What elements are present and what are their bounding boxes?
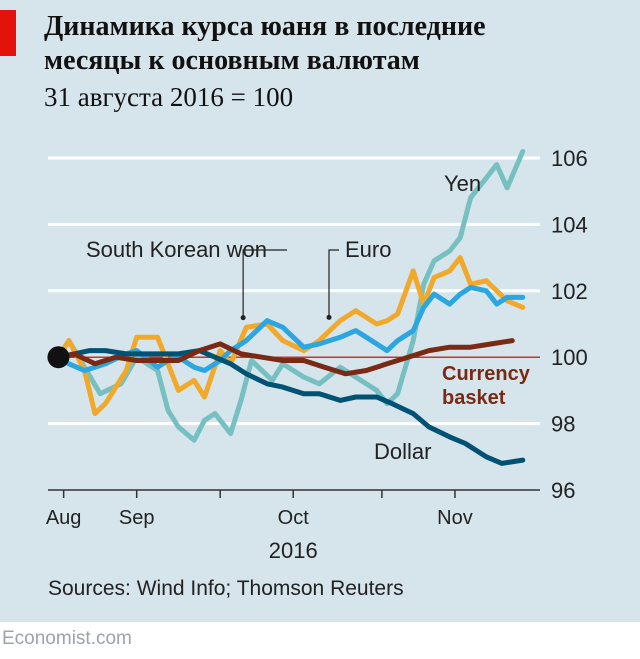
y-tick-label-106: 106 <box>551 146 588 171</box>
series-line-dollar <box>55 348 526 466</box>
x-tick-label-aug: Aug <box>46 507 82 529</box>
callout-dot-euro <box>326 314 332 320</box>
x-year-label: 2016 <box>269 538 318 563</box>
y-tick-label-98: 98 <box>551 412 575 437</box>
series-label-euro: Euro <box>345 237 391 262</box>
brand-red-tab <box>0 10 16 56</box>
callout-line-euro <box>328 249 339 318</box>
y-tick-label-102: 102 <box>551 279 588 304</box>
chart-title-line-1: Динамика курса юаня в последние <box>44 11 486 42</box>
series-labels: Yen South Korean won Euro Dollar Currencybas… <box>86 171 531 464</box>
series-label-dollar: Dollar <box>374 439 431 464</box>
origin-marker <box>47 346 70 369</box>
y-tick-label-100: 100 <box>551 345 588 370</box>
x-tick-label-sep: Sep <box>119 507 155 529</box>
series-line-currency-basket <box>55 338 515 377</box>
source-note: Sources: Wind Info; Thomson Reuters <box>48 577 404 600</box>
brand-credit: Economist.com <box>2 628 132 649</box>
line-chart: 96 98 100 102 104 106 Aug Sep Oct Nov 2016 Yen Sout… <box>46 146 588 563</box>
callout-dot-south-korean-won <box>240 315 246 321</box>
series-label-currency-basket-line-2: basket <box>442 387 506 409</box>
grid-lines <box>48 156 540 426</box>
x-tick-label-nov: Nov <box>437 507 473 529</box>
chart-panel <box>0 0 640 622</box>
axes: 96 98 100 102 104 106 Aug Sep Oct Nov 2016 <box>46 146 588 563</box>
series-line-yen <box>55 148 526 443</box>
series-label-yen: Yen <box>444 171 481 196</box>
x-tick-label-oct: Oct <box>278 507 310 529</box>
callout-line-south-korean-won <box>242 249 287 317</box>
series-label-currency-basket-line-1: Currency <box>442 363 531 385</box>
chart-subtitle: 31 августа 2016 = 100 <box>44 82 294 112</box>
y-tick-label-96: 96 <box>551 478 575 503</box>
series-label-south-korean-won: South Korean won <box>86 237 267 262</box>
series-lines <box>47 148 526 466</box>
chart-title-line-2: месяцы к основным валютам <box>44 45 420 76</box>
y-tick-label-104: 104 <box>551 212 588 237</box>
